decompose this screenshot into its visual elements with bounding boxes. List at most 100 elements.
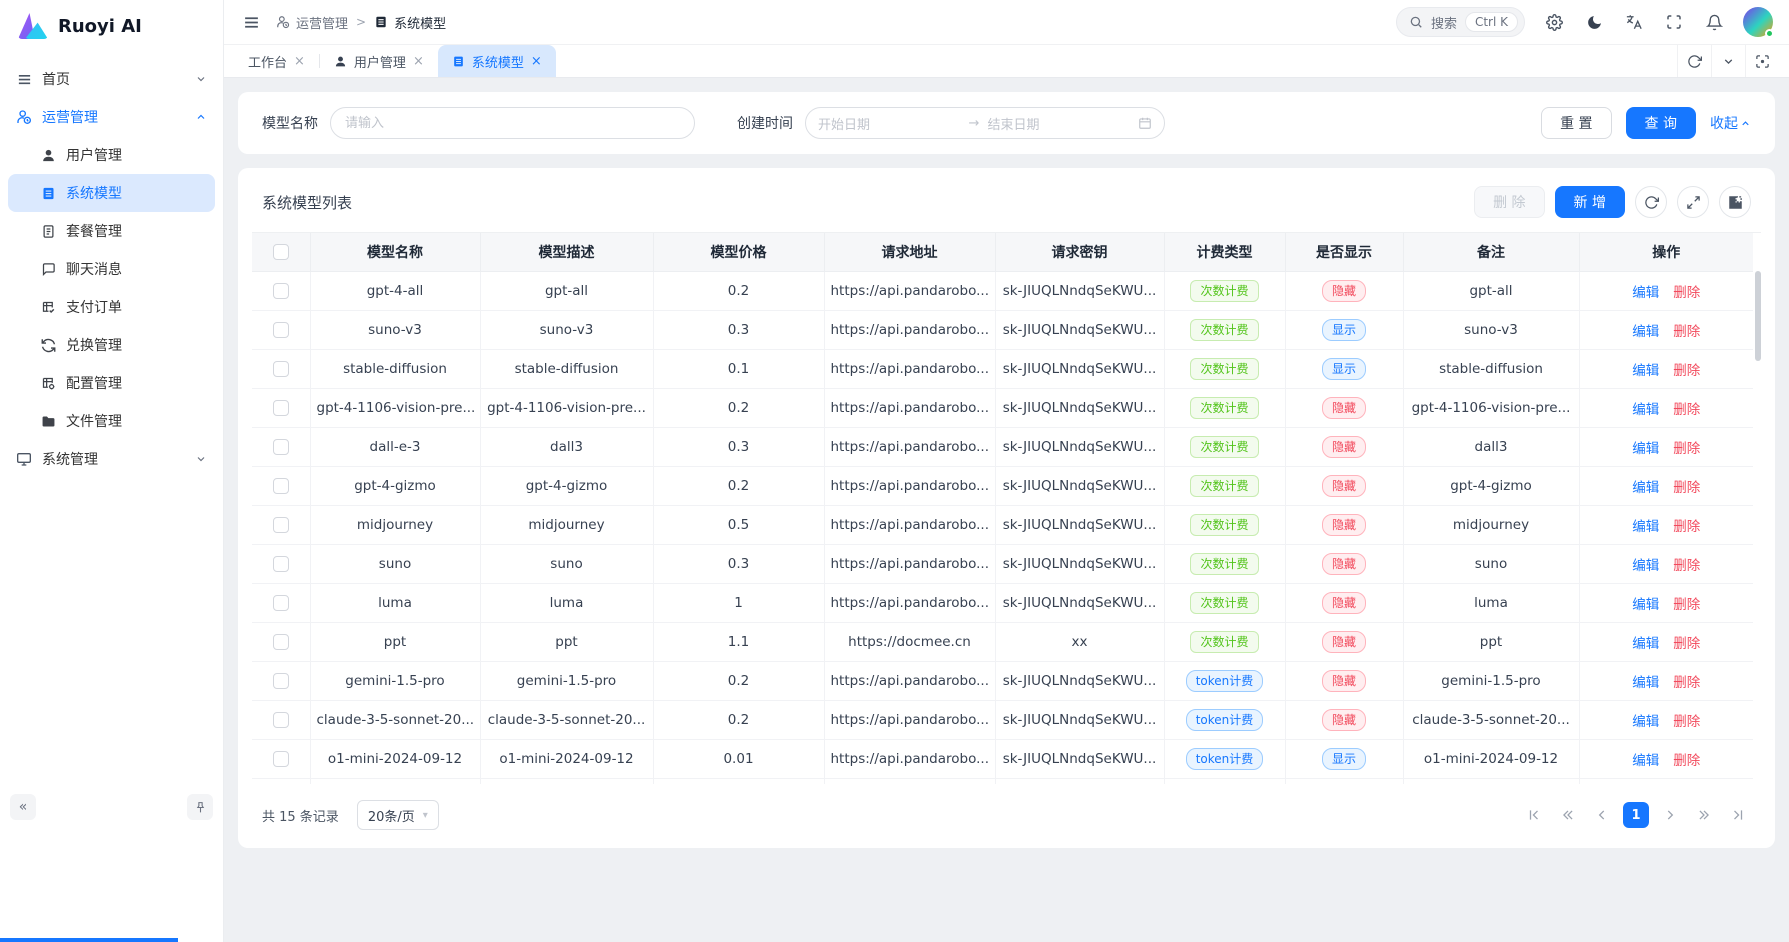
row-checkbox[interactable]	[273, 322, 289, 338]
sidebar-item-system-model[interactable]: 系统模型	[8, 174, 215, 212]
edit-link[interactable]: 编辑	[1632, 753, 1659, 769]
edit-link[interactable]: 编辑	[1632, 324, 1659, 340]
sidebar-item-system-management[interactable]: 系统管理	[0, 440, 223, 478]
first-page-button[interactable]	[1521, 802, 1547, 828]
row-checkbox[interactable]	[273, 673, 289, 689]
row-checkbox[interactable]	[273, 751, 289, 767]
prev-group-button[interactable]	[1555, 802, 1581, 828]
last-page-button[interactable]	[1725, 802, 1751, 828]
delete-link[interactable]: 删除	[1673, 441, 1700, 457]
delete-link[interactable]: 删除	[1673, 753, 1700, 769]
refresh-icon[interactable]	[1677, 45, 1711, 77]
notifications-bell-icon[interactable]	[1703, 11, 1725, 33]
sidebar-item-home[interactable]: 首页	[0, 60, 223, 98]
select-all-checkbox[interactable]	[273, 244, 289, 260]
menu-lines-icon	[16, 71, 32, 87]
delete-link[interactable]: 删除	[1673, 324, 1700, 340]
sidebar-item-config-management[interactable]: 配置管理	[0, 364, 223, 402]
next-group-button[interactable]	[1691, 802, 1717, 828]
close-icon[interactable]: ×	[531, 54, 542, 69]
dark-mode-moon-icon[interactable]	[1583, 11, 1605, 33]
row-checkbox[interactable]	[273, 556, 289, 572]
close-icon[interactable]: ×	[413, 54, 424, 69]
billing-type-badge: 次数计费	[1190, 514, 1258, 536]
row-checkbox[interactable]	[273, 595, 289, 611]
edit-link[interactable]: 编辑	[1632, 363, 1659, 379]
delete-link[interactable]: 删除	[1673, 636, 1700, 652]
collapse-sidebar-button[interactable]: «	[10, 794, 36, 820]
row-checkbox[interactable]	[273, 400, 289, 416]
tab-user-management[interactable]: 用户管理 ×	[320, 45, 438, 77]
page-size-select[interactable]: 20条/页 ▾	[357, 800, 439, 830]
delete-link[interactable]: 删除	[1673, 363, 1700, 379]
prev-page-button[interactable]	[1589, 802, 1615, 828]
collapse-filter-link[interactable]: 收起	[1710, 113, 1751, 133]
pager: 1	[1521, 802, 1751, 828]
vertical-scrollbar[interactable]	[1755, 271, 1761, 361]
delete-link[interactable]: 删除	[1673, 558, 1700, 574]
tab-system-model[interactable]: 系统模型 ×	[438, 45, 556, 77]
global-search[interactable]: 搜索 Ctrl K	[1396, 7, 1525, 37]
cell-select	[252, 700, 310, 739]
row-checkbox[interactable]	[273, 634, 289, 650]
delete-link[interactable]: 删除	[1673, 675, 1700, 691]
reset-button[interactable]: 重 置	[1541, 107, 1611, 139]
language-translate-icon[interactable]	[1623, 11, 1645, 33]
breadcrumb-system-model[interactable]: 系统模型	[374, 13, 446, 32]
delete-link[interactable]: 删除	[1673, 402, 1700, 418]
delete-link[interactable]: 删除	[1673, 597, 1700, 613]
sidebar-item-file-management[interactable]: 文件管理	[0, 402, 223, 440]
cell-model-name: gemini-1.5-pro	[310, 661, 480, 700]
sidebar-item-operations[interactable]: 运营管理	[0, 98, 223, 136]
model-name-input[interactable]	[330, 107, 695, 139]
edit-link[interactable]: 编辑	[1632, 441, 1659, 457]
delete-link[interactable]: 删除	[1673, 714, 1700, 730]
fullscreen-icon[interactable]	[1663, 11, 1685, 33]
edit-link[interactable]: 编辑	[1632, 402, 1659, 418]
next-page-button[interactable]	[1657, 802, 1683, 828]
edit-link[interactable]: 编辑	[1632, 714, 1659, 730]
edit-link[interactable]: 编辑	[1632, 597, 1659, 613]
user-avatar[interactable]	[1743, 7, 1773, 37]
table-refresh-icon[interactable]	[1635, 186, 1667, 218]
edit-link[interactable]: 编辑	[1632, 480, 1659, 496]
row-checkbox[interactable]	[273, 439, 289, 455]
sidebar-item-payment-orders[interactable]: 支付订单	[0, 288, 223, 326]
row-checkbox[interactable]	[273, 517, 289, 533]
current-page-button[interactable]: 1	[1623, 802, 1649, 828]
sidebar-item-package-management[interactable]: 套餐管理	[0, 212, 223, 250]
edit-link[interactable]: 编辑	[1632, 519, 1659, 535]
tab-workbench[interactable]: 工作台 ×	[234, 45, 319, 77]
sidebar-item-redeem-management[interactable]: 兑换管理	[0, 326, 223, 364]
sidebar-item-user-management[interactable]: 用户管理	[0, 136, 223, 174]
breadcrumb-operations[interactable]: 运营管理	[276, 13, 348, 32]
delete-link[interactable]: 删除	[1673, 480, 1700, 496]
cell-model-desc: midjourney	[480, 505, 653, 544]
row-checkbox[interactable]	[273, 712, 289, 728]
column-settings-icon[interactable]	[1719, 186, 1751, 218]
row-checkbox[interactable]	[273, 283, 289, 299]
settings-gear-icon[interactable]	[1543, 11, 1565, 33]
visibility-badge: 隐藏	[1322, 631, 1366, 653]
sidebar-item-chat-messages[interactable]: 聊天消息	[0, 250, 223, 288]
delete-link[interactable]: 删除	[1673, 285, 1700, 301]
close-icon[interactable]: ×	[294, 54, 305, 69]
brand-logo[interactable]: Ruoyi AI	[0, 0, 223, 52]
row-checkbox[interactable]	[273, 478, 289, 494]
content-fullscreen-icon[interactable]	[1745, 45, 1779, 77]
row-checkbox[interactable]	[273, 361, 289, 377]
delete-button[interactable]: 删 除	[1474, 186, 1544, 218]
edit-link[interactable]: 编辑	[1632, 558, 1659, 574]
chevron-down-icon[interactable]	[1711, 45, 1745, 77]
edit-link[interactable]: 编辑	[1632, 675, 1659, 691]
delete-link[interactable]: 删除	[1673, 519, 1700, 535]
pin-sidebar-button[interactable]	[187, 794, 213, 820]
add-button[interactable]: 新 增	[1555, 186, 1625, 218]
edit-link[interactable]: 编辑	[1632, 636, 1659, 652]
create-time-range-picker[interactable]: 开始日期 → 结束日期	[805, 107, 1165, 139]
sidebar-toggle-button[interactable]	[240, 11, 262, 33]
edit-link[interactable]: 编辑	[1632, 285, 1659, 301]
query-button[interactable]: 查 询	[1626, 107, 1696, 139]
table-fullscreen-icon[interactable]	[1677, 186, 1709, 218]
cell-visibility: 隐藏	[1285, 388, 1403, 427]
